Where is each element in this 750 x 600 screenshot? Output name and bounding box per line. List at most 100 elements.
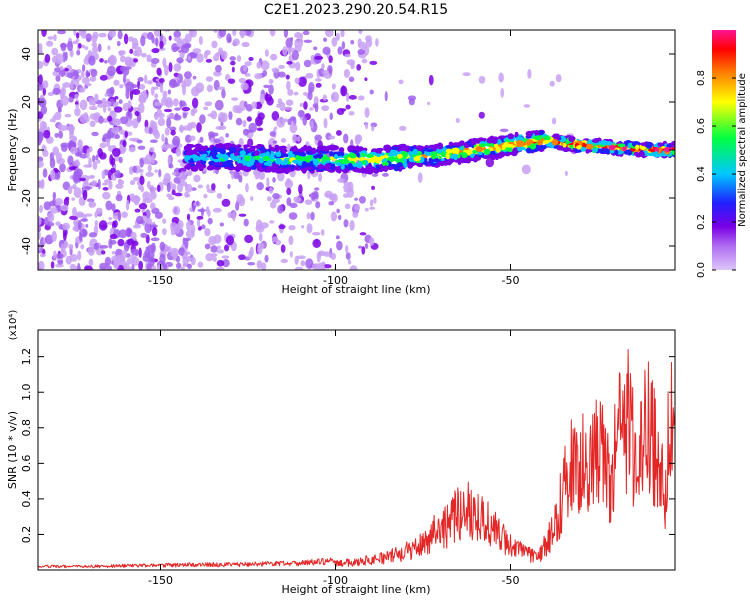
ridge-blob xyxy=(372,156,379,162)
ridge-blob xyxy=(413,156,421,162)
noise-blob xyxy=(96,159,101,164)
noise-blob xyxy=(108,30,117,38)
colorbar-tick-label: 0.2 xyxy=(696,214,707,230)
ridge-blob xyxy=(657,142,664,147)
noise-blob xyxy=(80,244,85,250)
noise-blob xyxy=(89,120,96,128)
noise-blob xyxy=(104,100,112,108)
noise-blob xyxy=(195,82,205,93)
ridge-blob xyxy=(408,156,415,163)
noise-blob xyxy=(236,55,242,62)
ridge-blob xyxy=(338,147,345,153)
ridge-blob xyxy=(609,150,615,154)
noise-blob xyxy=(358,195,366,204)
noise-blob xyxy=(345,92,350,102)
y-tick-label: -40 xyxy=(20,237,33,255)
noise-blob xyxy=(90,68,98,77)
noise-blob xyxy=(60,243,66,252)
noise-blob xyxy=(156,67,162,76)
ridge-blob xyxy=(568,135,576,143)
ridge-blob xyxy=(356,161,363,169)
noise-blob xyxy=(216,259,225,267)
ridge-blob xyxy=(278,145,287,150)
noise-blob xyxy=(269,131,276,137)
noise-blob xyxy=(107,115,113,122)
noise-blob xyxy=(340,30,345,38)
noise-blob xyxy=(238,77,247,84)
noise-blob xyxy=(74,93,79,100)
noise-blob xyxy=(365,38,373,48)
noise-blob xyxy=(228,111,233,121)
noise-blob xyxy=(238,213,247,217)
noise-blob xyxy=(140,52,147,58)
noise-blob xyxy=(166,117,172,129)
noise-blob xyxy=(190,256,196,266)
noise-blob xyxy=(181,106,191,112)
noise-blob xyxy=(85,223,89,228)
ridge-blob xyxy=(599,140,608,146)
noise-blob xyxy=(132,165,137,173)
noise-blob xyxy=(42,149,49,158)
ridge-blob xyxy=(300,167,309,171)
noise-blob xyxy=(315,201,321,209)
ridge-blob xyxy=(254,150,260,156)
noise-blob xyxy=(79,177,87,182)
chart-title: C2E1.2023.290.20.54.R15 xyxy=(264,2,448,18)
ridge-blob xyxy=(349,153,357,159)
noise-blob xyxy=(112,118,122,126)
noise-blob xyxy=(288,225,296,231)
ridge-blob xyxy=(369,167,375,174)
noise-blob xyxy=(169,145,174,150)
ridge-blob xyxy=(450,154,457,159)
ridge-blob xyxy=(539,144,544,150)
ridge-blob xyxy=(495,146,501,153)
noise-blob xyxy=(133,195,140,206)
noise-blob xyxy=(55,263,64,268)
noise-blob xyxy=(521,164,531,175)
noise-blob xyxy=(205,76,214,82)
noise-blob xyxy=(345,245,349,254)
noise-blob xyxy=(197,184,203,189)
noise-blob xyxy=(313,190,319,200)
noise-blob xyxy=(109,154,114,166)
noise-blob xyxy=(74,151,82,157)
noise-blob xyxy=(164,136,168,146)
noise-blob xyxy=(99,244,109,249)
noise-blob xyxy=(206,84,213,93)
ridge-blob xyxy=(262,155,270,161)
noise-blob xyxy=(244,61,252,67)
noise-blob xyxy=(162,218,167,224)
noise-blob xyxy=(162,90,168,99)
noise-blob xyxy=(175,255,181,263)
noise-blob xyxy=(350,39,355,45)
noise-blob xyxy=(358,245,363,249)
noise-blob xyxy=(384,91,388,102)
noise-blob xyxy=(138,203,148,210)
colorbar-tick-label: 0.0 xyxy=(696,262,707,278)
ridge-blob xyxy=(361,169,369,174)
noise-blob xyxy=(44,234,54,245)
x-tick-label: -100 xyxy=(323,574,348,587)
ridge-blob xyxy=(243,166,252,173)
noise-blob xyxy=(38,225,42,233)
noise-blob xyxy=(83,181,89,185)
noise-blob xyxy=(302,116,308,126)
noise-blob xyxy=(153,112,159,121)
noise-blob xyxy=(210,110,218,120)
noise-blob xyxy=(288,235,294,246)
noise-blob xyxy=(164,245,172,252)
ridge-blob xyxy=(211,146,218,154)
noise-blob xyxy=(47,222,55,227)
noise-blob xyxy=(51,230,57,242)
noise-blob xyxy=(146,54,152,63)
spectrogram-blobs xyxy=(38,30,675,270)
noise-blob xyxy=(134,110,140,117)
noise-blob xyxy=(171,82,180,87)
noise-blob xyxy=(313,46,318,51)
ridge-blob xyxy=(396,153,403,159)
noise-blob xyxy=(99,142,107,149)
noise-blob xyxy=(52,87,61,96)
noise-blob xyxy=(240,82,249,91)
noise-blob xyxy=(58,130,64,139)
noise-blob xyxy=(138,220,145,224)
